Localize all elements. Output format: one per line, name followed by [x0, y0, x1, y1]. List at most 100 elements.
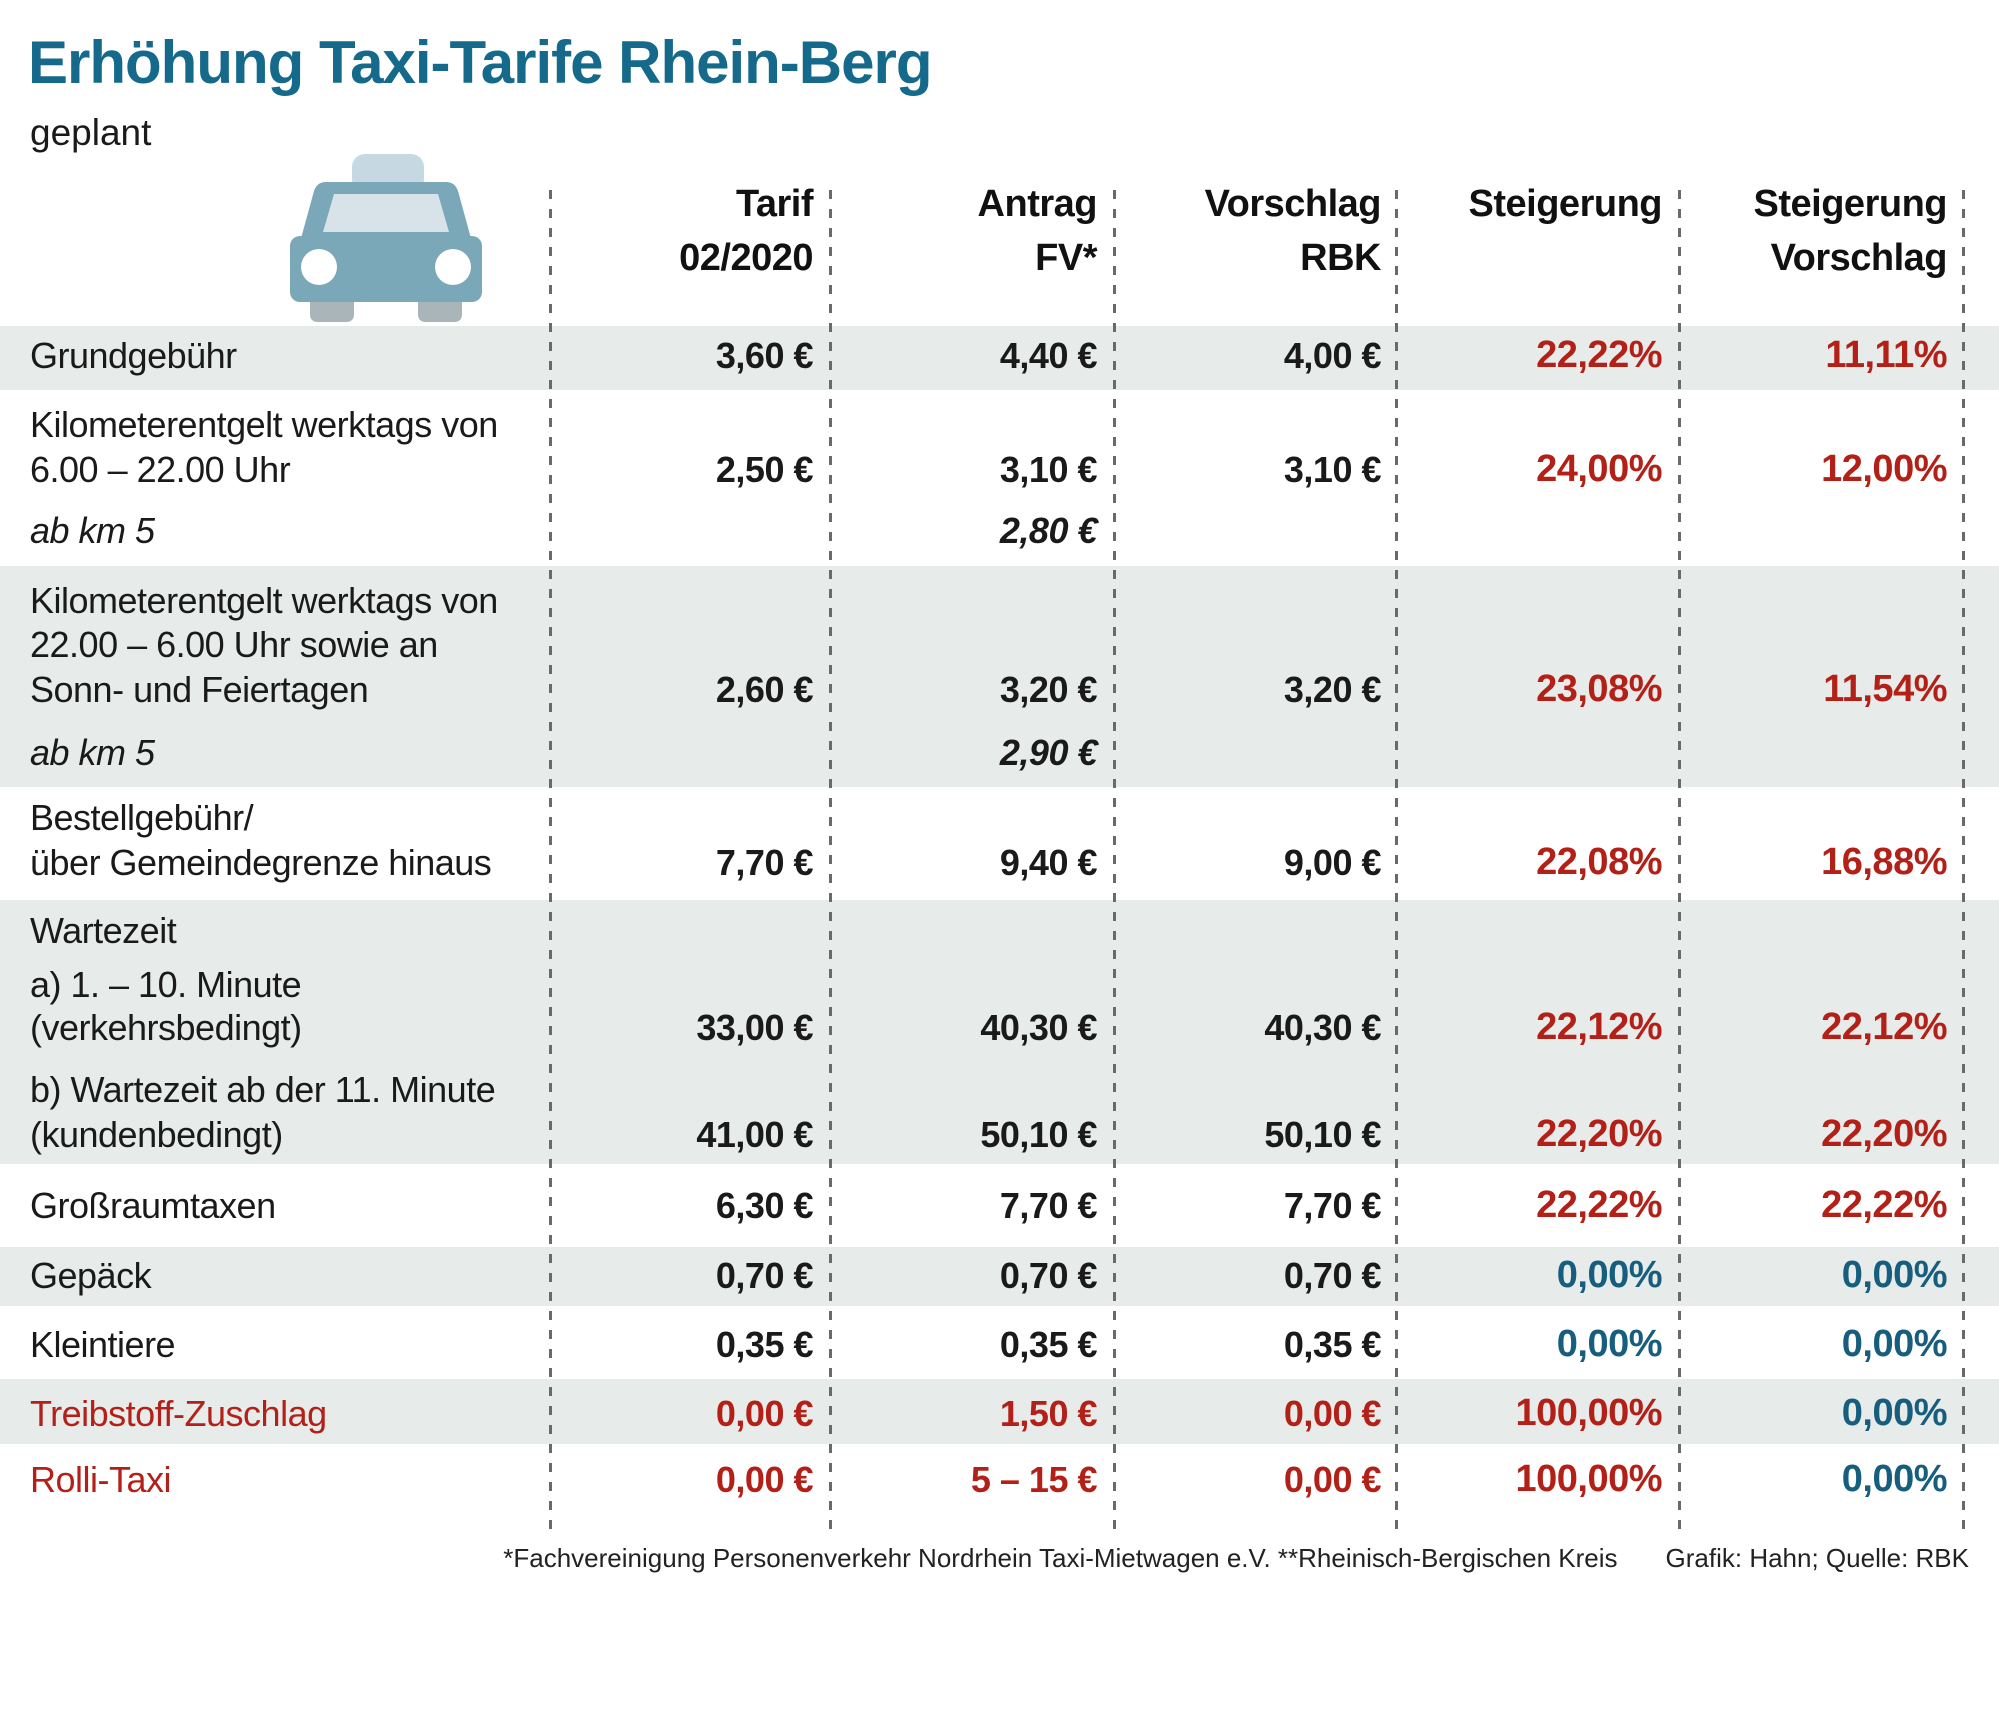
row-label-km-nacht-line2: 22.00 – 6.00 Uhr sowie an	[30, 624, 438, 665]
cell-bestellgebuehr-antrag: 9,40 €	[999, 842, 1098, 883]
cell-wartezeit-a-tarif: 33,00 €	[696, 1007, 813, 1048]
cell-treibstoff-antrag: 1,50 €	[999, 1393, 1098, 1434]
header-tarif-line2: 02/2020	[679, 237, 813, 279]
cell-km-nacht-antrag: 3,20 €	[999, 669, 1098, 710]
row-band-wartezeit	[0, 900, 1999, 1164]
cell-grossraumtaxen-tarif: 6,30 €	[715, 1185, 814, 1226]
page-subtitle: geplant	[30, 112, 152, 153]
taxi-icon	[286, 154, 486, 329]
header-antrag-line2: FV*	[1035, 237, 1097, 279]
row-label-grossraumtaxen: Großraumtaxen	[30, 1185, 276, 1226]
cell-wartezeit-a-steigerung: 22,12%	[1536, 1006, 1662, 1048]
row-label-wartezeit-line1: Wartezeit	[30, 910, 177, 951]
cell-km-nacht-steigerung-vorschlag: 11,54%	[1823, 668, 1947, 710]
row-label-bestellgebuehr-line1: Bestellgebühr/	[30, 797, 254, 838]
cell-grundgebuehr-antrag: 4,40 €	[999, 335, 1098, 376]
footnote-sources: *Fachvereinigung Personenverkehr Nordrhe…	[503, 1543, 1618, 1573]
column-divider-4	[1395, 190, 1398, 1531]
cell-wartezeit-a-antrag: 40,30 €	[980, 1007, 1097, 1048]
cell-wartezeit-b-tarif: 41,00 €	[696, 1114, 813, 1155]
cell-km-nacht-steigerung: 23,08%	[1536, 668, 1662, 710]
footnote: *Fachvereinigung Personenverkehr Nordrhe…	[503, 1543, 1969, 1574]
row-label-km-tag-line1: Kilometerentgelt werktags von	[30, 404, 498, 445]
row-label-bestellgebuehr-line2: über Gemeindegrenze hinaus	[30, 842, 492, 883]
cell-grossraumtaxen-antrag: 7,70 €	[999, 1185, 1098, 1226]
cell-rolli-antrag: 5 – 15 €	[970, 1459, 1098, 1500]
column-divider-1	[549, 190, 552, 1531]
cell-gepaeck-steigerung: 0,00%	[1556, 1254, 1663, 1296]
header-steigerung-vorschlag-line2: Vorschlag	[1770, 237, 1948, 279]
row-band-treibstoff	[0, 1379, 1999, 1444]
header-tarif-line1: Tarif	[735, 183, 814, 225]
cell-treibstoff-tarif: 0,00 €	[715, 1393, 814, 1434]
row-label-wartezeit-line2: a) 1. – 10. Minute	[30, 964, 302, 1005]
cell-wartezeit-b-steigerung: 22,20%	[1536, 1113, 1662, 1155]
cell-km-tag-vorschlag: 3,10 €	[1283, 449, 1382, 490]
cell-rolli-steigerung: 100,00%	[1515, 1458, 1662, 1500]
cell-wartezeit-b-vorschlag: 50,10 €	[1264, 1114, 1381, 1155]
row-label-kleintiere: Kleintiere	[30, 1324, 176, 1365]
row-label-km-nacht-sub: ab km 5	[30, 732, 155, 773]
cell-grundgebuehr-steigerung: 22,22%	[1536, 334, 1662, 376]
row-label-wartezeit-line3: (verkehrsbedingt)	[30, 1007, 302, 1048]
cell-km-tag-steigerung: 24,00%	[1536, 448, 1662, 490]
cell-grundgebuehr-vorschlag: 4,00 €	[1283, 335, 1382, 376]
cell-rolli-tarif: 0,00 €	[715, 1459, 814, 1500]
row-label-wartezeit-line4: b) Wartezeit ab der 11. Minute	[30, 1069, 496, 1110]
row-label-wartezeit-line5: (kundenbedingt)	[30, 1114, 283, 1155]
row-band-grundgebuehr	[0, 326, 1999, 390]
column-divider-6	[1962, 190, 1965, 1531]
cell-grundgebuehr-tarif: 3,60 €	[715, 335, 814, 376]
page-title: Erhöhung Taxi-Tarife Rhein-Berg	[28, 29, 932, 96]
row-band-km-nacht	[0, 566, 1999, 787]
cell-bestellgebuehr-vorschlag: 9,00 €	[1283, 842, 1382, 883]
column-divider-5	[1678, 190, 1681, 1531]
row-label-km-tag-line2: 6.00 – 22.00 Uhr	[30, 449, 291, 490]
row-band-gepaeck	[0, 1247, 1999, 1306]
cell-rolli-steigerung-vorschlag: 0,00%	[1841, 1458, 1948, 1500]
row-label-rolli: Rolli-Taxi	[30, 1459, 172, 1500]
cell-kleintiere-steigerung-vorschlag: 0,00%	[1841, 1323, 1948, 1365]
cell-km-nacht-vorschlag: 3,20 €	[1283, 669, 1382, 710]
cell-km-tag-antrag-sub: 2,80 €	[999, 510, 1098, 551]
row-label-km-tag-sub: ab km 5	[30, 510, 155, 551]
cell-rolli-vorschlag: 0,00 €	[1283, 1459, 1382, 1500]
cell-gepaeck-vorschlag: 0,70 €	[1283, 1255, 1382, 1296]
cell-kleintiere-steigerung: 0,00%	[1556, 1323, 1663, 1365]
cell-gepaeck-steigerung-vorschlag: 0,00%	[1841, 1254, 1948, 1296]
header-vorschlag-line1: Vorschlag	[1204, 183, 1382, 225]
row-label-gepaeck: Gepäck	[30, 1255, 152, 1296]
cell-wartezeit-b-antrag: 50,10 €	[980, 1114, 1097, 1155]
cell-kleintiere-antrag: 0,35 €	[999, 1324, 1098, 1365]
cell-wartezeit-a-steigerung-vorschlag: 22,12%	[1821, 1006, 1947, 1048]
cell-treibstoff-steigerung: 100,00%	[1515, 1392, 1662, 1434]
cell-treibstoff-vorschlag: 0,00 €	[1283, 1393, 1382, 1434]
footnote-credit: Grafik: Hahn; Quelle: RBK	[1665, 1543, 1969, 1573]
cell-km-tag-antrag: 3,10 €	[999, 449, 1098, 490]
header-steigerung: Steigerung	[1468, 183, 1663, 225]
cell-bestellgebuehr-tarif: 7,70 €	[715, 842, 814, 883]
cell-grundgebuehr-steigerung-vorschlag: 11,11%	[1825, 334, 1947, 376]
row-label-km-nacht-line3: Sonn- und Feiertagen	[30, 669, 369, 710]
header-antrag-line1: Antrag	[977, 183, 1098, 225]
column-divider-2	[829, 190, 832, 1531]
cell-km-nacht-antrag-sub: 2,90 €	[999, 732, 1098, 773]
cell-bestellgebuehr-steigerung: 22,08%	[1536, 841, 1662, 883]
cell-km-nacht-tarif: 2,60 €	[715, 669, 814, 710]
cell-wartezeit-a-vorschlag: 40,30 €	[1264, 1007, 1381, 1048]
header-steigerung-vorschlag-line1: Steigerung	[1753, 183, 1948, 225]
cell-grossraumtaxen-steigerung-vorschlag: 22,22%	[1821, 1184, 1947, 1226]
row-label-km-nacht-line1: Kilometerentgelt werktags von	[30, 580, 498, 621]
cell-treibstoff-steigerung-vorschlag: 0,00%	[1841, 1392, 1948, 1434]
cell-kleintiere-tarif: 0,35 €	[715, 1324, 814, 1365]
cell-grossraumtaxen-steigerung: 22,22%	[1536, 1184, 1662, 1226]
cell-km-tag-tarif: 2,50 €	[715, 449, 814, 490]
row-label-grundgebuehr: Grundgebühr	[30, 335, 237, 376]
cell-km-tag-steigerung-vorschlag: 12,00%	[1821, 448, 1947, 490]
column-divider-3	[1113, 190, 1116, 1531]
cell-bestellgebuehr-steigerung-vorschlag: 16,88%	[1821, 841, 1947, 883]
cell-kleintiere-vorschlag: 0,35 €	[1283, 1324, 1382, 1365]
header-vorschlag-line2: RBK	[1300, 237, 1381, 279]
cell-wartezeit-b-steigerung-vorschlag: 22,20%	[1821, 1113, 1947, 1155]
